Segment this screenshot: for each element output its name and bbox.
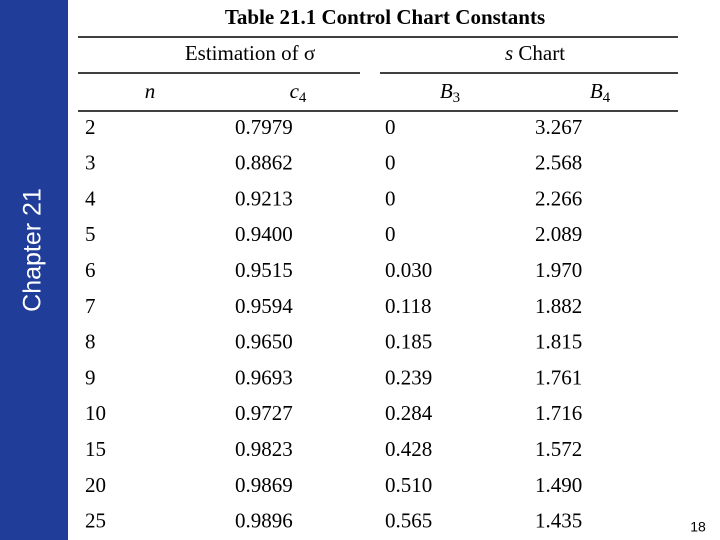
table-cell: 3.267	[535, 115, 582, 139]
column-header: B3	[440, 79, 460, 107]
column-symbol: B	[590, 79, 603, 103]
table-cell: 0.185	[385, 330, 432, 354]
table-cell: 0.428	[385, 437, 432, 461]
chapter-label: Chapter 21	[19, 188, 47, 312]
table-cell: 0.510	[385, 473, 432, 497]
table-cell: 10	[85, 401, 106, 425]
table-cell: 5	[85, 222, 96, 246]
table-cell: 1.490	[535, 473, 582, 497]
table-cell: 0.9650	[235, 330, 293, 354]
table-cell: 0.565	[385, 509, 432, 533]
table-cell: 6	[85, 258, 96, 282]
table-cell: 2	[85, 115, 96, 139]
table-cell: 2.568	[535, 151, 582, 175]
table-cell: 2.089	[535, 222, 582, 246]
column-header: c4	[290, 79, 307, 107]
column-symbol: n	[145, 79, 156, 103]
table-cell: 0.9400	[235, 222, 293, 246]
table-cell: 3	[85, 151, 96, 175]
table-cell: 2.266	[535, 186, 582, 210]
column-symbol: c	[290, 79, 300, 103]
table-cell: 0.9823	[235, 437, 293, 461]
table-cell: 0.9594	[235, 294, 293, 318]
table-cell: 9	[85, 365, 96, 389]
table-cell: 7	[85, 294, 96, 318]
column-subscript: 4	[603, 90, 611, 106]
table-cell: 0.9213	[235, 186, 293, 210]
table-cell: 1.970	[535, 258, 582, 282]
table-cell: 15	[85, 437, 106, 461]
group-label: Chart	[518, 41, 565, 65]
table-cell: 0.9896	[235, 509, 293, 533]
column-subscript: 4	[299, 90, 307, 106]
table-cell: 0.9869	[235, 473, 293, 497]
group-italic: s	[505, 41, 513, 65]
table-cell: 8	[85, 330, 96, 354]
table-cell: 0.7979	[235, 115, 293, 139]
group-header: Estimation of σ	[185, 41, 315, 65]
table-cell: 0.118	[385, 294, 431, 318]
sidebar	[0, 0, 68, 540]
table-cell: 1.435	[535, 509, 582, 533]
table-cell: 0.239	[385, 365, 432, 389]
table-cell: 1.716	[535, 401, 582, 425]
table-cell: 0	[385, 222, 396, 246]
table-cell: 0	[385, 151, 396, 175]
table-cell: 1.761	[535, 365, 582, 389]
column-symbol: B	[440, 79, 453, 103]
table-cell: 0.9727	[235, 401, 293, 425]
table-cell: 0	[385, 115, 396, 139]
table-cell: 0.9515	[235, 258, 293, 282]
table-cell: 25	[85, 509, 106, 533]
table-cell: 0.8862	[235, 151, 293, 175]
table-cell: 1.815	[535, 330, 582, 354]
column-subscript: 3	[453, 90, 461, 106]
group-header: s Chart	[505, 41, 565, 65]
table-cell: 1.882	[535, 294, 582, 318]
table-cell: 20	[85, 473, 106, 497]
column-header: B4	[590, 79, 611, 107]
column-header: n	[145, 79, 156, 103]
table-title: Table 21.1 Control Chart Constants	[225, 5, 545, 29]
table-cell: 4	[85, 186, 96, 210]
table-cell: 0	[385, 186, 396, 210]
page-number: 18	[690, 519, 706, 535]
table-cell: 0.9693	[235, 365, 293, 389]
table-cell: 0.284	[385, 401, 433, 425]
table-cell: 0.030	[385, 258, 432, 282]
table-cell: 1.572	[535, 437, 582, 461]
